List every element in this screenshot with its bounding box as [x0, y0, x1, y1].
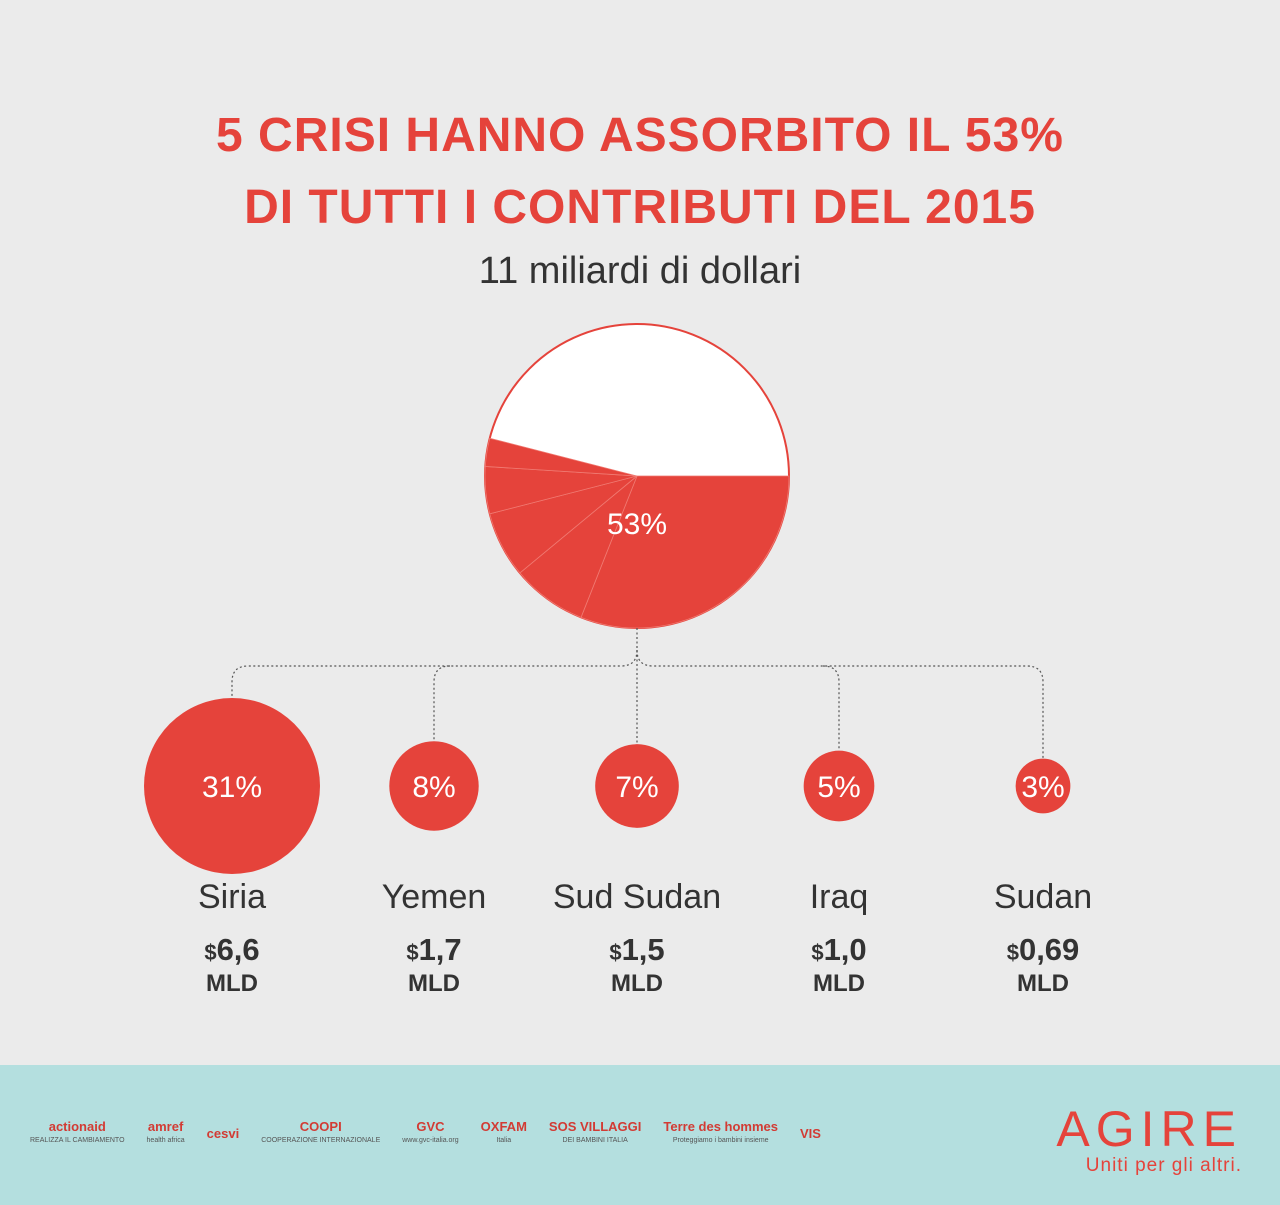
currency-symbol: $ [406, 940, 419, 965]
currency-symbol: $ [1006, 940, 1019, 965]
connector-4 [822, 665, 840, 751]
country-name-sud-sudan: Sud Sudan [552, 878, 722, 916]
currency-symbol: $ [609, 940, 622, 965]
country-name-siria: Siria [197, 878, 267, 916]
unit-iraq: MLD [813, 970, 865, 997]
footer: actionaid REALIZZA IL CAMBIAMENTO amref hea… [0, 1065, 1280, 1205]
partner-logo-cesvi[interactable]: cesvi [206, 1126, 240, 1141]
partner-tagline: health africa [146, 1137, 185, 1144]
title-line-1: 5 CRISI HANNO ASSORBITO IL 53% [216, 109, 1064, 162]
agire-logo: AGIRE [1056, 1101, 1242, 1157]
amount-iraq: $1,0 [719, 932, 959, 968]
unit-sud-sudan: MLD [611, 970, 663, 997]
pie-total-label: 53% [607, 508, 667, 541]
partner-logo-coopi[interactable]: COOPI COOPERAZIONE INTERNAZIONALE [261, 1120, 380, 1148]
country-name-sudan: Sudan [993, 878, 1093, 916]
subtitle: 11 miliardi di dollari [478, 250, 802, 292]
partner-tagline: DEI BAMBINI ITALIA [562, 1137, 628, 1144]
title-line-2: DI TUTTI I CONTRIBUTI DEL 2015 [244, 181, 1036, 234]
bubble-sudan [1015, 758, 1071, 814]
partner-tagline: Italia [496, 1137, 512, 1144]
agire-brand[interactable]: AGIRE Uniti per gli altri. [1056, 1103, 1242, 1177]
pie-chart: 53% 31% 8% 7% 5% 3% [144, 323, 1071, 874]
bubble-siria [144, 698, 320, 874]
partner-logo-terre-des-hommes[interactable]: Terre des hommes Proteggiamo i bambini in… [663, 1120, 778, 1148]
unit-sudan: MLD [1017, 970, 1069, 997]
connector-left [231, 649, 638, 698]
partner-tagline: COOPERAZIONE INTERNAZIONALE [261, 1137, 381, 1144]
currency-symbol: $ [811, 940, 824, 965]
bubble-yemen [389, 741, 479, 831]
bubble-label-4: 5% [817, 771, 860, 804]
page-title: 5 CRISI HANNO ASSORBITO IL 53% DI TUTTI … [0, 100, 1280, 244]
amount-sudan: $0,69 [923, 932, 1163, 968]
partner-logo-oxfam[interactable]: OXFAM Italia [481, 1120, 527, 1148]
pie-slice-1 [580, 475, 790, 629]
bubble-iraq [803, 750, 875, 822]
unit-yemen: MLD [408, 970, 460, 997]
partner-logos: actionaid REALIZZA IL CAMBIAMENTO amref hea… [30, 1120, 821, 1148]
amount-value: 1,5 [621, 932, 665, 967]
partner-logo-actionaid[interactable]: actionaid REALIZZA IL CAMBIAMENTO [30, 1120, 125, 1148]
connector-right [636, 649, 1044, 761]
partner-tagline: www.gvc-italia.org [402, 1137, 459, 1144]
amount-siria: $6,6 [112, 932, 352, 968]
bubble-label-3: 7% [615, 771, 658, 804]
partner-logo-sos-villaggi[interactable]: SOS VILLAGGI DEI BAMBINI ITALIA [549, 1120, 641, 1148]
pie-slice-5 [484, 437, 638, 477]
partner-logo-vis[interactable]: VIS [800, 1126, 821, 1141]
bubble-label-5: 3% [1021, 771, 1064, 804]
partner-tagline: Proteggiamo i bambini insieme [672, 1137, 769, 1144]
unit-siria: MLD [206, 970, 258, 997]
amount-value: 1,7 [418, 932, 462, 967]
partner-logo-gvc[interactable]: GVC www.gvc-italia.org [402, 1120, 458, 1148]
connector-2 [433, 665, 451, 742]
amount-value: 1,0 [823, 932, 867, 967]
bubble-sud-sudan [595, 744, 679, 828]
bubble-label-2: 8% [412, 771, 455, 804]
country-name-iraq: Iraq [809, 878, 869, 916]
amount-sud-sudan: $1,5 [517, 932, 757, 968]
currency-symbol: $ [204, 940, 217, 965]
bubble-label-1: 31% [202, 771, 262, 804]
agire-tagline: Uniti per gli altri. [1085, 1155, 1242, 1176]
amount-value: 0,69 [1018, 932, 1080, 967]
partner-tagline: REALIZZA IL CAMBIAMENTO [30, 1137, 125, 1144]
country-name-yemen: Yemen [381, 878, 487, 916]
partner-logo-amref[interactable]: amref health africa [147, 1120, 185, 1148]
amount-yemen: $1,7 [314, 932, 554, 968]
amount-value: 6,6 [216, 932, 260, 967]
